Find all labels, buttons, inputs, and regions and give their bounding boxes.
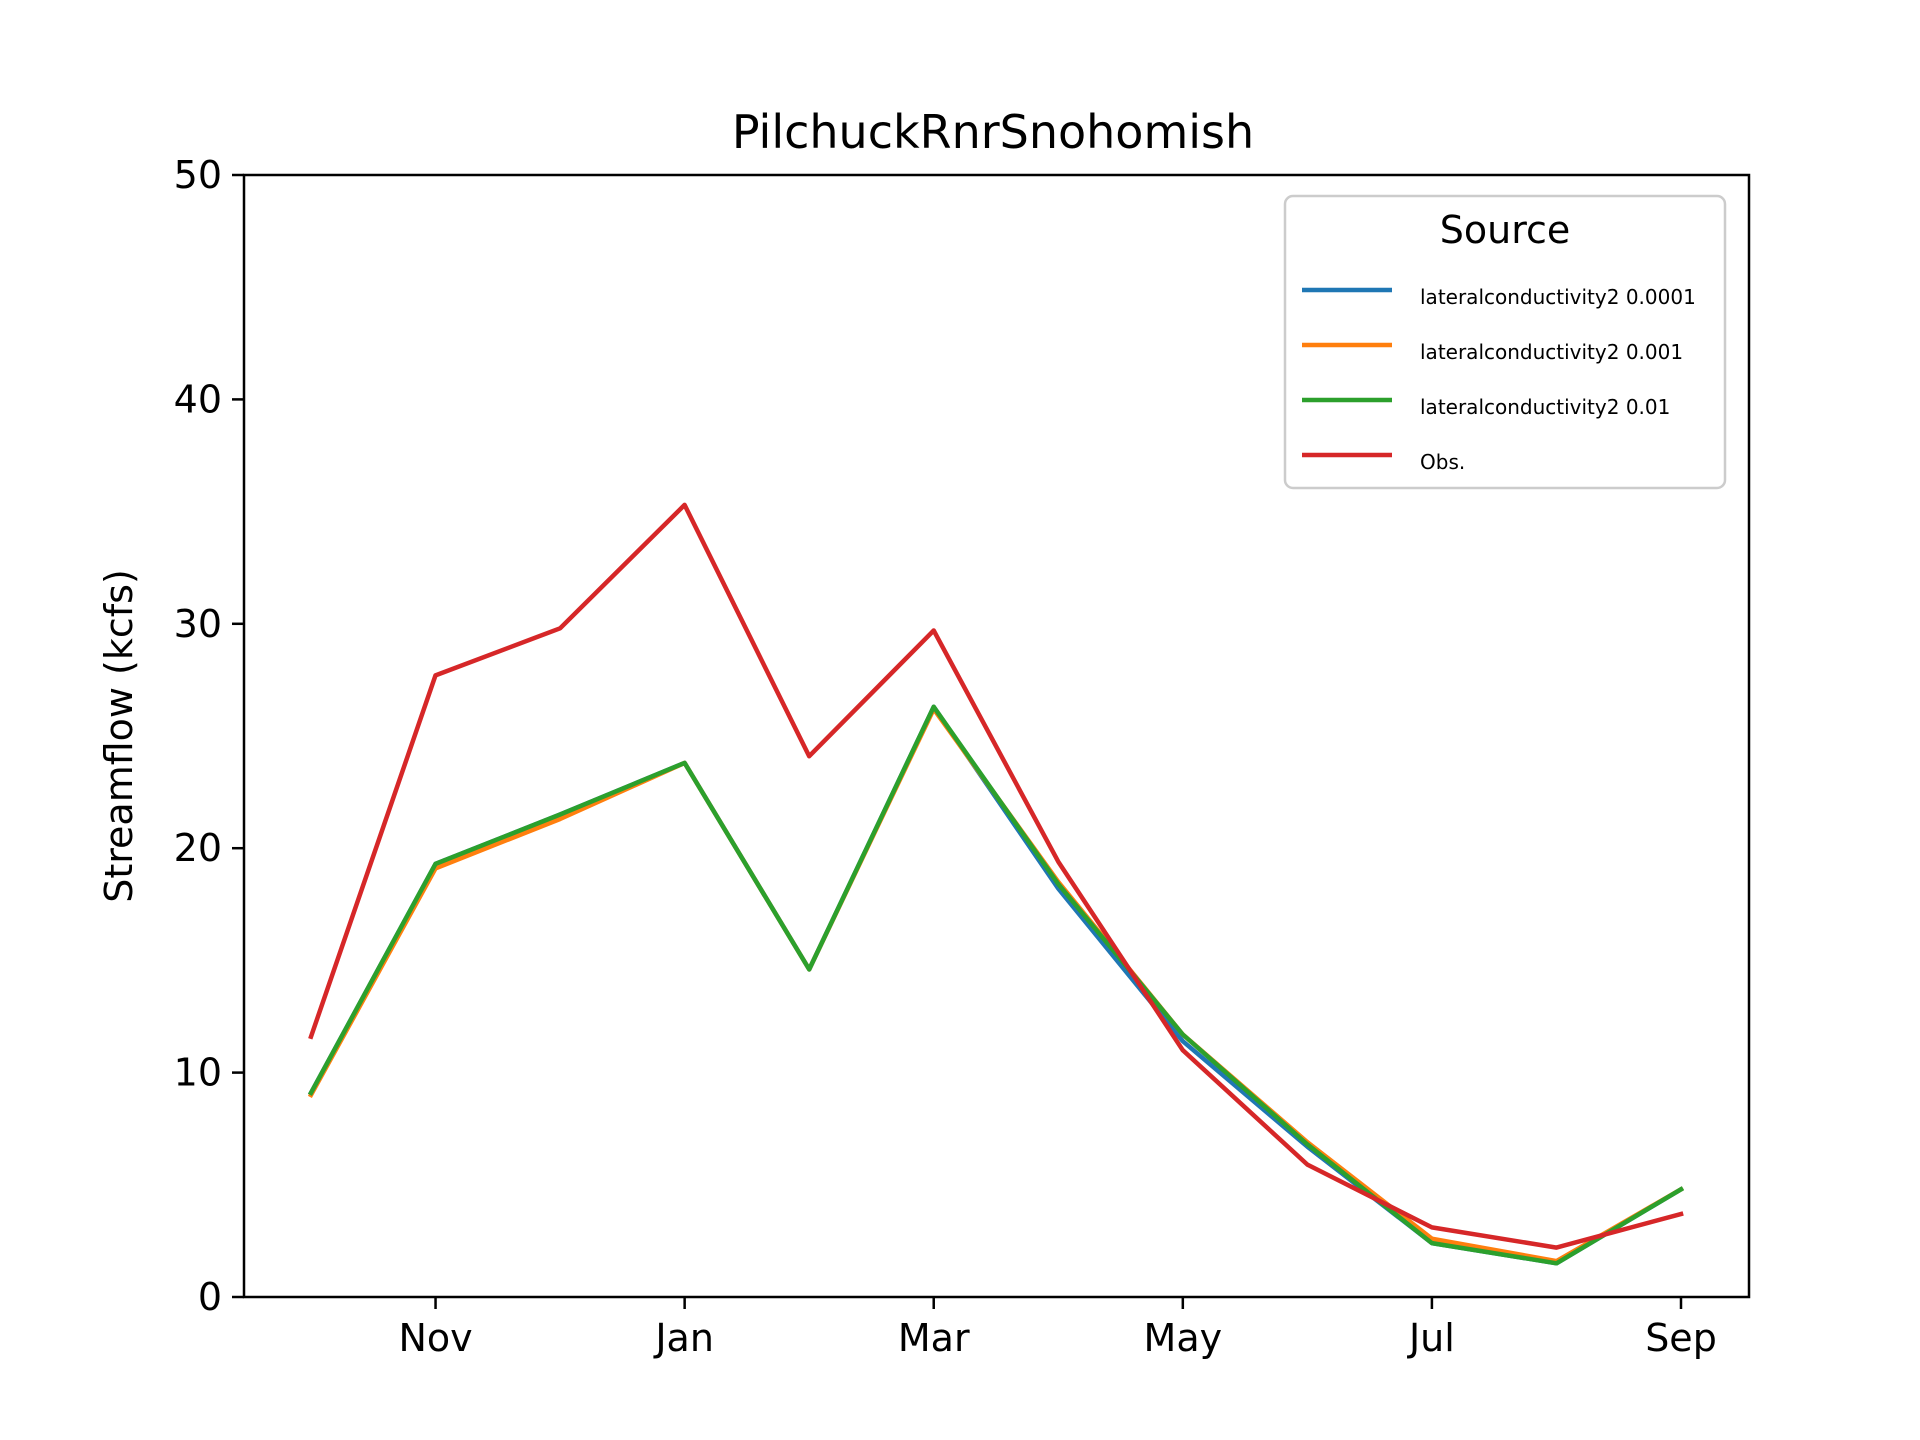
legend-box <box>1283 194 1727 490</box>
x-tick-label-4: Jul <box>1407 1316 1455 1360</box>
legend-label-1: lateralconductivity2 0.001 <box>1420 340 1683 364</box>
series-line-2 <box>307 704 1685 1266</box>
legend-label-2: lateralconductivity2 0.01 <box>1420 395 1670 419</box>
legend-label-3: Obs. <box>1420 450 1465 474</box>
y-axis-label: Streamflow (kcfs) <box>97 569 141 903</box>
y-tick-label-1: 10 <box>174 1051 222 1095</box>
series-line-0 <box>307 704 1685 1266</box>
x-tick-label-3: May <box>1144 1316 1223 1360</box>
plot-frame <box>242 173 1751 1299</box>
x-tick-label-5: Sep <box>1645 1316 1717 1360</box>
y-tick-label-3: 30 <box>174 602 222 646</box>
chart-title: PilchuckRnrSnohomish <box>732 105 1254 159</box>
series-layer <box>307 502 1685 1266</box>
legend-items: lateralconductivity2 0.0001 lateralconduc… <box>1302 285 1696 474</box>
y-tick-label-4: 40 <box>174 377 222 421</box>
x-tick-label-2: Mar <box>898 1316 970 1360</box>
x-tick-label-0: Nov <box>398 1316 472 1360</box>
legend-label-0: lateralconductivity2 0.0001 <box>1420 285 1696 309</box>
x-tick-label-1: Jan <box>653 1316 714 1360</box>
series-line-3 <box>308 502 1684 1250</box>
legend: Source lateralconductivity2 0.0001latera… <box>1283 194 1727 490</box>
axis-layer: 0 10 20 30 40 50 Nov Jan Mar May Jul Sep <box>174 153 1717 1360</box>
y-tick-label-0: 0 <box>198 1275 222 1319</box>
legend-title: Source <box>1440 208 1571 252</box>
y-tick-label-2: 20 <box>174 826 222 870</box>
y-tick-label-5: 50 <box>174 153 222 197</box>
